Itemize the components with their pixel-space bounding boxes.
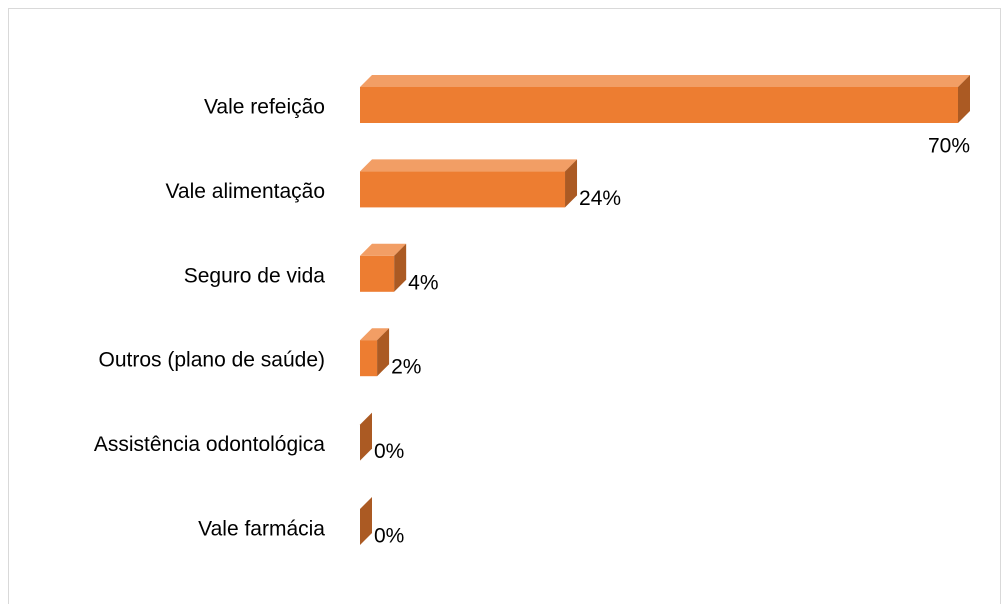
bar [360, 340, 378, 377]
bar-top [360, 75, 970, 87]
bar [360, 87, 958, 123]
bar-side [360, 412, 372, 461]
bar-side [958, 75, 970, 123]
value-label: 0% [374, 440, 404, 463]
value-label: 24% [579, 187, 621, 210]
category-label: Assistência odontológica [94, 433, 325, 456]
value-label: 70% [928, 135, 970, 158]
bar-side [565, 159, 578, 208]
bar-side [377, 328, 390, 377]
bar [360, 171, 566, 208]
category-label: Seguro de vida [184, 264, 326, 287]
category-label: Vale farmácia [198, 518, 325, 541]
value-label: 2% [391, 356, 421, 379]
value-label: 0% [374, 525, 404, 548]
category-label: Vale refeição [204, 96, 325, 119]
bar [360, 255, 395, 292]
category-label: Outros (plano de saúde) [99, 349, 325, 372]
bar-side [394, 243, 407, 292]
bar-top [360, 159, 578, 172]
value-label: 4% [408, 271, 438, 294]
bar-top [360, 328, 390, 341]
category-label: Vale alimentação [165, 180, 325, 203]
bar-top [360, 243, 407, 256]
bar-side [360, 497, 372, 545]
